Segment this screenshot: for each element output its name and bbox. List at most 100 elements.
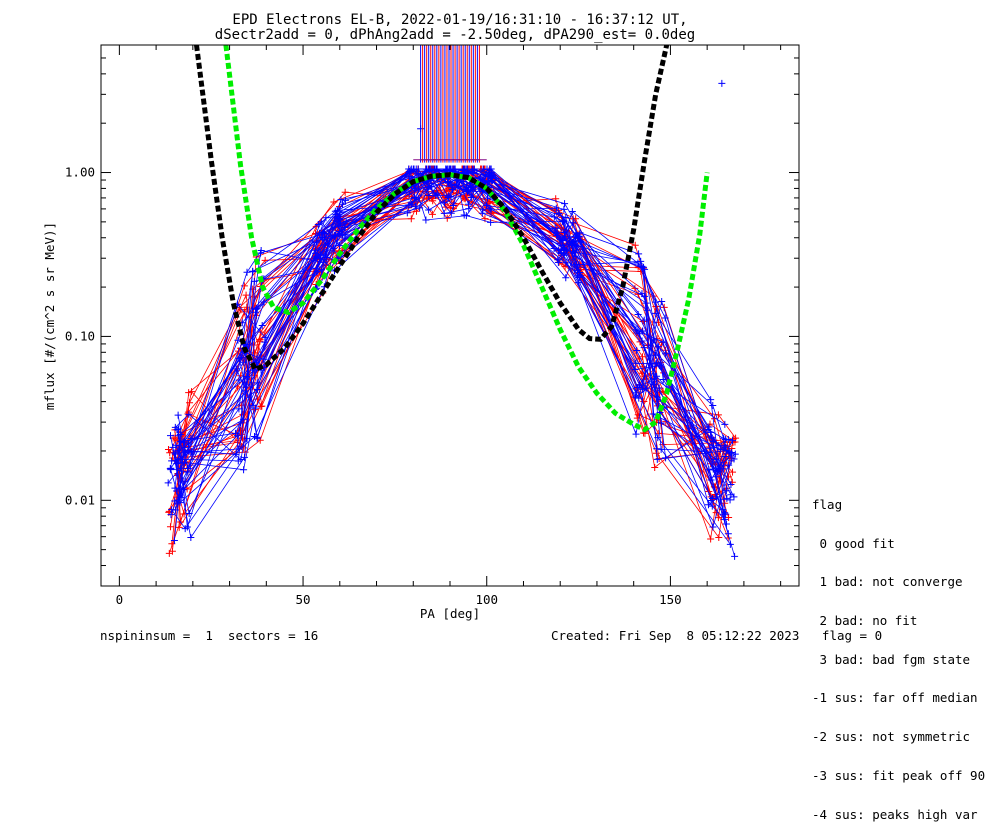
data-point — [640, 344, 648, 352]
data-point — [334, 218, 342, 226]
data-point — [233, 432, 241, 440]
data-point — [317, 218, 325, 226]
data-point — [479, 205, 487, 213]
data-point — [460, 211, 468, 219]
data-point — [407, 215, 415, 223]
data-point — [253, 433, 261, 441]
data-point — [487, 176, 495, 184]
data-point — [168, 506, 176, 514]
data-point — [715, 533, 723, 541]
data-point — [484, 194, 492, 202]
chart-title: EPD Electrons EL-B, 2022-01-19/16:31:10 … — [232, 12, 687, 28]
data-point — [449, 202, 457, 210]
data-point — [635, 250, 643, 258]
data-point — [550, 244, 558, 252]
data-point — [240, 415, 248, 423]
data-point — [716, 446, 724, 454]
data-point — [482, 201, 490, 209]
data-point — [560, 251, 568, 259]
data-point — [487, 206, 495, 214]
flag-legend-item: 3 bad: bad fgm state — [812, 651, 971, 667]
data-point — [422, 216, 430, 224]
data-point — [312, 253, 320, 261]
data-point — [642, 385, 650, 393]
data-point — [556, 235, 564, 243]
data-point — [478, 176, 486, 184]
data-point — [467, 183, 475, 191]
data-point — [468, 165, 476, 173]
flag-legend-item: 0 good fit — [812, 535, 895, 551]
data-point — [408, 200, 416, 208]
data-point — [708, 502, 716, 510]
data-point — [568, 208, 576, 216]
data-point — [659, 338, 667, 346]
data-point — [631, 284, 639, 292]
data-point — [726, 496, 734, 504]
fit-curve — [223, 44, 710, 433]
data-point — [575, 232, 583, 240]
data-point — [706, 420, 714, 428]
data-point — [181, 449, 189, 457]
data-point — [655, 343, 663, 351]
fit-curves-layer — [194, 44, 710, 433]
data-point — [727, 481, 735, 489]
flag-legend-item: 2 bad: no fit — [812, 612, 918, 628]
data-point — [164, 445, 172, 453]
data-point — [706, 444, 714, 452]
outlier-point — [718, 79, 726, 87]
data-point — [631, 393, 639, 401]
data-point — [311, 246, 319, 254]
data-point — [243, 435, 251, 443]
flag-legend: flag 0 good fit 1 bad: not converge 2 ba… — [812, 473, 985, 834]
data-point — [175, 442, 183, 450]
flag-legend-item: -1 sus: far off median — [812, 690, 978, 706]
data-point — [257, 402, 265, 410]
data-point — [652, 298, 660, 306]
data-point — [185, 509, 193, 517]
data-point — [720, 434, 728, 442]
data-point — [170, 537, 178, 545]
y-tick-label: 1.00 — [65, 165, 95, 180]
data-point — [560, 205, 568, 213]
data-point — [459, 166, 467, 174]
data-point — [724, 436, 732, 444]
x-tick-label: 0 — [116, 592, 124, 607]
data-point — [729, 468, 737, 476]
data-point — [707, 497, 715, 505]
data-point — [707, 396, 715, 404]
data-point — [181, 525, 189, 533]
data-point — [655, 384, 663, 392]
data-point — [188, 388, 196, 396]
data-point — [634, 311, 642, 319]
y-axis-label: mflux [#/(cm^2 s sr MeV)] — [42, 222, 57, 410]
data-point — [576, 269, 584, 277]
data-point — [318, 233, 326, 241]
data-point — [240, 466, 248, 474]
data-point — [440, 199, 448, 207]
data-point — [330, 244, 338, 252]
data-point — [561, 200, 569, 208]
data-point — [444, 178, 452, 186]
data-point — [185, 410, 193, 418]
data-point — [240, 282, 248, 290]
fit-curve — [194, 44, 670, 373]
data-point — [171, 423, 179, 431]
flag-legend-item: 1 bad: not converge — [812, 574, 963, 590]
spectrum-line — [170, 177, 736, 539]
data-point — [171, 450, 179, 458]
data-point — [167, 464, 175, 472]
data-point — [658, 298, 666, 306]
chart-subtitle: dSectr2add = 0, dPhAng2add = -2.50deg, d… — [215, 27, 695, 43]
data-point — [719, 465, 727, 473]
data-point — [252, 308, 260, 316]
x-tick-label: 150 — [659, 592, 682, 607]
data-point — [575, 261, 583, 269]
spectrum-line — [180, 168, 733, 459]
data-point — [320, 230, 328, 238]
y-tick-label: 0.01 — [65, 492, 95, 507]
data-point — [433, 165, 441, 173]
data-point — [634, 259, 642, 267]
data-point — [721, 441, 729, 449]
data-point — [570, 237, 578, 245]
data-point — [174, 425, 182, 433]
